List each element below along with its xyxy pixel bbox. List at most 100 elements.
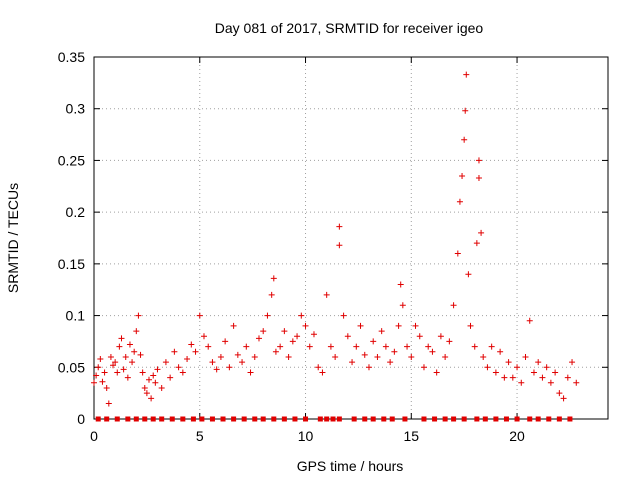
data-point xyxy=(298,312,305,319)
data-point xyxy=(260,328,267,335)
data-point xyxy=(488,343,495,350)
data-point xyxy=(107,353,114,360)
data-point xyxy=(150,372,157,379)
zero-marker xyxy=(493,416,499,422)
data-point xyxy=(133,328,140,335)
data-point xyxy=(382,343,389,350)
data-point xyxy=(420,364,427,371)
data-point xyxy=(573,379,580,386)
data-point xyxy=(268,291,275,298)
data-point xyxy=(501,374,508,381)
x-tick-label: 20 xyxy=(509,428,525,444)
data-point xyxy=(539,374,546,381)
zero-marker xyxy=(351,416,357,422)
data-point xyxy=(429,348,436,355)
data-point xyxy=(522,353,529,360)
zero-marker xyxy=(252,416,258,422)
x-tick-label: 5 xyxy=(196,428,204,444)
data-point xyxy=(378,328,385,335)
data-point xyxy=(391,348,398,355)
zero-marker xyxy=(125,416,131,422)
zero-marker xyxy=(150,416,156,422)
data-point xyxy=(399,302,406,309)
zero-marker xyxy=(199,416,205,422)
data-point xyxy=(167,374,174,381)
zero-marker xyxy=(95,416,101,422)
data-point xyxy=(569,359,576,366)
zero-marker xyxy=(535,416,541,422)
data-point xyxy=(171,348,178,355)
y-tick-label: 0.1 xyxy=(66,308,86,324)
data-point xyxy=(184,356,191,363)
data-point xyxy=(408,353,415,360)
x-axis-label: GPS time / hours xyxy=(297,458,404,474)
x-tick-label: 15 xyxy=(403,428,419,444)
data-point xyxy=(302,322,309,329)
zero-marker xyxy=(133,416,139,422)
y-tick-label: 0.35 xyxy=(58,49,85,65)
data-point xyxy=(310,331,317,338)
zero-marker xyxy=(527,416,533,422)
data-point xyxy=(105,400,112,407)
y-axis-label: SRMTID / TECUs xyxy=(5,183,21,293)
zero-marker xyxy=(190,416,196,422)
data-point xyxy=(179,369,186,376)
data-point xyxy=(514,364,521,371)
zero-marker xyxy=(556,416,562,422)
data-point xyxy=(450,302,457,309)
data-point xyxy=(294,333,301,340)
zero-marker xyxy=(271,416,277,422)
data-point xyxy=(475,157,482,164)
zero-marker xyxy=(169,416,175,422)
data-point xyxy=(365,364,372,371)
zero-marker xyxy=(503,416,509,422)
zero-marker xyxy=(281,416,287,422)
data-point xyxy=(374,353,381,360)
zero-marker xyxy=(336,416,342,422)
data-point xyxy=(158,384,165,391)
data-point xyxy=(226,364,233,371)
zero-marker xyxy=(220,416,226,422)
data-point xyxy=(547,379,554,386)
data-point xyxy=(145,376,152,383)
zero-marker xyxy=(324,416,330,422)
data-point xyxy=(336,223,343,230)
data-point xyxy=(323,291,330,298)
data-point xyxy=(272,348,279,355)
data-point xyxy=(530,369,537,376)
data-point xyxy=(99,378,106,385)
zero-marker xyxy=(546,416,552,422)
data-point xyxy=(425,343,432,350)
data-point xyxy=(137,351,144,358)
data-point xyxy=(243,343,250,350)
data-point xyxy=(154,366,161,373)
zero-marker xyxy=(381,416,387,422)
data-point xyxy=(475,175,482,182)
data-point xyxy=(95,364,102,371)
data-point xyxy=(239,359,246,366)
zero-marker xyxy=(451,416,457,422)
zero-marker xyxy=(209,416,215,422)
zero-marker xyxy=(292,416,298,422)
data-point xyxy=(473,240,480,247)
y-tick-label: 0 xyxy=(77,411,85,427)
data-point xyxy=(446,338,453,345)
data-point xyxy=(484,364,491,371)
data-point xyxy=(332,353,339,360)
data-point xyxy=(319,369,326,376)
data-point xyxy=(306,343,313,350)
data-point xyxy=(459,172,466,179)
data-point xyxy=(465,271,472,278)
data-point xyxy=(497,348,504,355)
data-point xyxy=(148,395,155,402)
x-tick-label: 0 xyxy=(90,428,98,444)
data-point xyxy=(289,338,296,345)
data-point xyxy=(327,343,334,350)
zero-marker xyxy=(180,416,186,422)
data-point xyxy=(370,338,377,345)
zero-marker xyxy=(260,416,266,422)
data-point xyxy=(135,312,142,319)
zero-marker xyxy=(402,416,408,422)
data-point xyxy=(209,359,216,366)
